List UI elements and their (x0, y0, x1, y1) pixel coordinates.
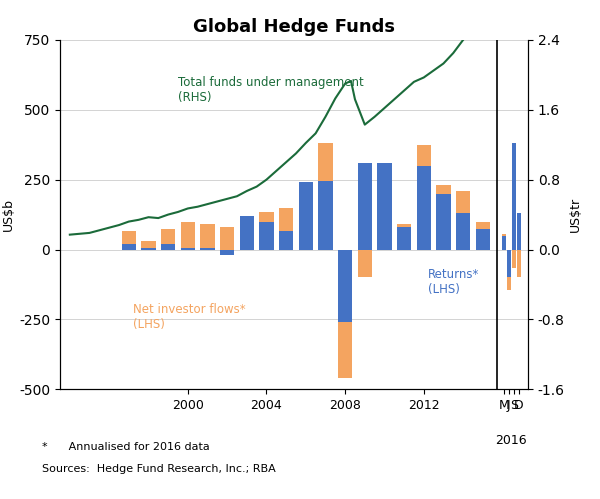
Bar (517, 213, 521, 250)
Bar (181, 248, 195, 250)
Text: Net investor flows*
(LHS): Net investor flows* (LHS) (133, 302, 245, 331)
Bar (338, 250, 352, 322)
Bar (397, 227, 411, 250)
Bar (299, 183, 313, 250)
Bar (122, 244, 136, 250)
Bar (181, 222, 195, 250)
Bar (299, 213, 313, 250)
Bar (358, 163, 372, 250)
Bar (397, 225, 411, 250)
Bar (502, 236, 506, 250)
Text: *      Annualised for 2016 data: * Annualised for 2016 data (42, 442, 210, 452)
Bar (417, 166, 431, 250)
Bar (259, 212, 274, 250)
Bar (279, 208, 293, 250)
Bar (502, 234, 506, 250)
Bar (476, 229, 490, 250)
Bar (507, 250, 511, 290)
Bar (319, 143, 332, 250)
Bar (240, 216, 254, 250)
Bar (456, 191, 470, 250)
Title: Global Hedge Funds: Global Hedge Funds (193, 17, 395, 35)
Y-axis label: US$b: US$b (2, 198, 15, 231)
Bar (220, 250, 234, 255)
Text: 2016: 2016 (496, 434, 527, 447)
Bar (122, 232, 136, 250)
Text: Sources:  Hedge Fund Research, Inc.; RBA: Sources: Hedge Fund Research, Inc.; RBA (42, 464, 276, 474)
Bar (319, 181, 332, 250)
Bar (200, 248, 215, 250)
Bar (259, 222, 274, 250)
Bar (161, 229, 175, 250)
Bar (436, 185, 451, 250)
Bar (279, 232, 293, 250)
Bar (161, 244, 175, 250)
Y-axis label: US$tr: US$tr (569, 197, 582, 232)
Bar (512, 143, 516, 250)
Bar (142, 241, 155, 250)
Bar (377, 247, 392, 250)
Bar (476, 222, 490, 250)
Bar (142, 248, 155, 250)
Bar (220, 227, 234, 250)
Bar (338, 250, 352, 378)
Bar (507, 250, 511, 277)
Text: Returns*
(LHS): Returns* (LHS) (428, 267, 479, 296)
Bar (200, 225, 215, 250)
Bar (358, 250, 372, 277)
Bar (456, 213, 470, 250)
Bar (240, 234, 254, 250)
Bar (417, 145, 431, 250)
Text: Total funds under management
(RHS): Total funds under management (RHS) (178, 76, 364, 104)
Bar (436, 194, 451, 250)
Bar (517, 250, 521, 277)
Bar (377, 163, 392, 250)
Bar (512, 250, 516, 267)
